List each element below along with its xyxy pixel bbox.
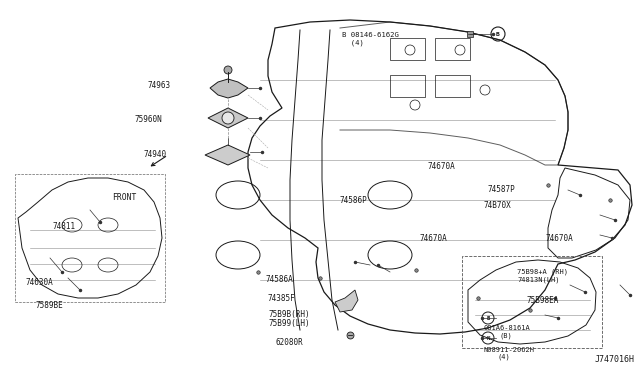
Text: 74670A: 74670A: [428, 162, 455, 171]
Text: 74587P: 74587P: [488, 185, 515, 194]
Text: 081A6-8161A: 081A6-8161A: [483, 325, 530, 331]
Text: (4): (4): [498, 354, 511, 360]
Text: B 08146-6162G
  (4): B 08146-6162G (4): [342, 32, 399, 46]
Text: 74670A: 74670A: [419, 234, 447, 243]
Text: 74670A: 74670A: [546, 234, 573, 243]
Bar: [390, 38, 425, 60]
Text: 74811: 74811: [52, 222, 76, 231]
Text: 75B99(LH): 75B99(LH): [269, 319, 310, 328]
Polygon shape: [208, 108, 248, 128]
Polygon shape: [210, 79, 248, 98]
Text: N08911-2062H: N08911-2062H: [483, 347, 534, 353]
Polygon shape: [335, 290, 358, 312]
Text: 74630A: 74630A: [26, 278, 53, 287]
Text: 75960N: 75960N: [134, 115, 162, 124]
Circle shape: [222, 112, 234, 124]
Text: N: N: [486, 336, 490, 340]
Text: 74940: 74940: [144, 150, 167, 159]
Text: 62080R: 62080R: [275, 339, 303, 347]
Bar: [435, 38, 470, 60]
Text: 74586P: 74586P: [339, 196, 367, 205]
Text: B: B: [496, 32, 500, 36]
Text: 7589BE: 7589BE: [35, 301, 63, 310]
Text: 75B9B(RH): 75B9B(RH): [269, 310, 310, 319]
Text: 74385F: 74385F: [268, 294, 295, 303]
Text: 75B98EA: 75B98EA: [526, 296, 559, 305]
Text: (B): (B): [500, 332, 513, 339]
Polygon shape: [205, 145, 250, 165]
Text: 74B70X: 74B70X: [484, 201, 511, 210]
Text: 75B98+A (RH): 75B98+A (RH): [517, 268, 568, 275]
Text: 74813N(LH): 74813N(LH): [517, 276, 559, 283]
Text: 74963: 74963: [147, 81, 170, 90]
Text: FRONT: FRONT: [112, 193, 136, 202]
Text: B: B: [486, 315, 490, 321]
Circle shape: [224, 66, 232, 74]
Bar: [435, 75, 470, 97]
Bar: [462, 256, 602, 348]
Bar: [15, 174, 165, 302]
Text: J747016H: J747016H: [595, 355, 635, 364]
Bar: [390, 75, 425, 97]
Text: 74586A: 74586A: [266, 275, 293, 284]
